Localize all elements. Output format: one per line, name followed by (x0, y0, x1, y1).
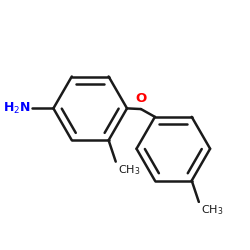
Text: H$_2$N: H$_2$N (3, 101, 31, 116)
Text: CH$_3$: CH$_3$ (201, 203, 224, 217)
Text: O: O (135, 92, 146, 105)
Text: CH$_3$: CH$_3$ (118, 163, 141, 176)
